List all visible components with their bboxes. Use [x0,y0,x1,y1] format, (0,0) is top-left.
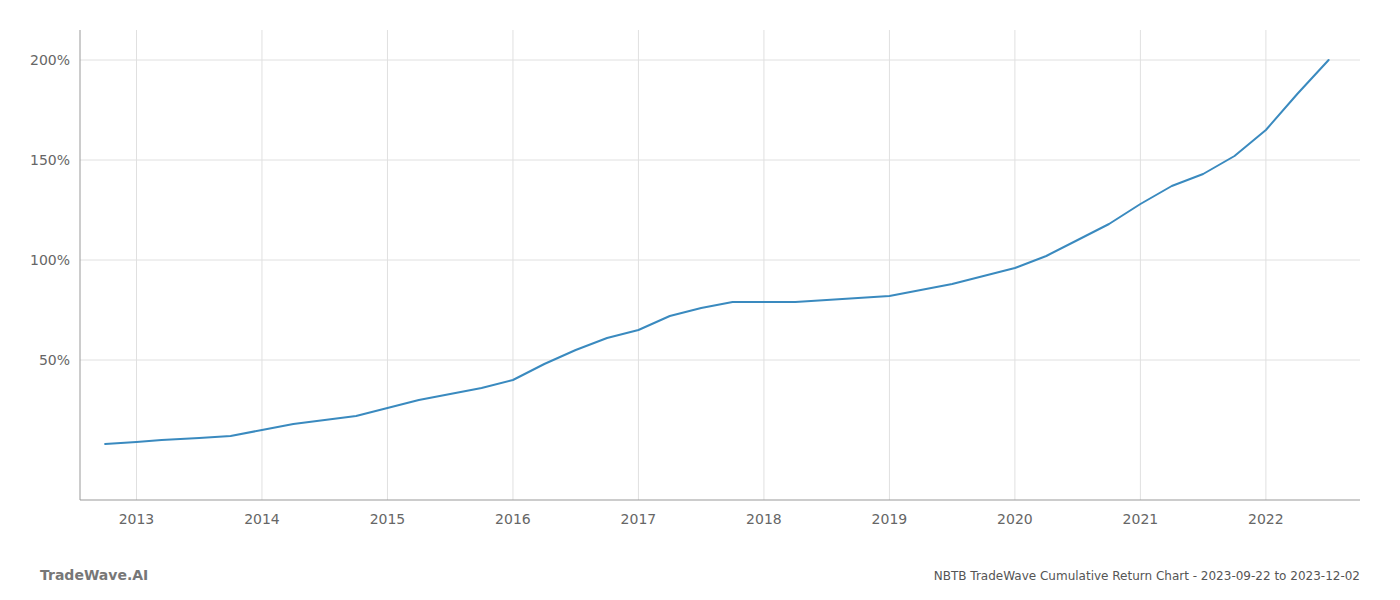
y-tick-label: 100% [30,252,70,268]
y-tick-label: 200% [30,52,70,68]
plot-area [105,60,1329,444]
y-tick-label: 50% [39,352,70,368]
x-tick-label: 2018 [746,511,782,527]
x-tick-label: 2015 [370,511,406,527]
y-grid-line [80,260,1360,261]
x-tick-label: 2014 [244,511,280,527]
x-grid-line [512,30,513,500]
x-grid-line [1014,30,1015,500]
watermark: TradeWave.AI [40,567,148,583]
chart: 2013 2014 2015 2016 2017 2018 2019 2020 2021 2022… [0,0,1400,600]
title: NBTB TradeWave Cumulative Return Chart -… [934,569,1360,583]
tick-labels: 2013 2014 2015 2016 2017 2018 2019 2020 2021 2022… [30,52,1284,527]
x-tick-label: 2013 [119,511,155,527]
y-axis-line [80,30,81,500]
y-grid-line [80,360,1360,361]
grid [80,30,1360,500]
x-grid-line [387,30,388,500]
x-tick-label: 2016 [495,511,531,527]
x-tick-label: 2021 [1123,511,1159,527]
x-axis-line [80,500,1360,501]
line [105,60,1329,444]
x-tick-label: 2019 [872,511,908,527]
x-grid-line [1140,30,1141,500]
y-tick-label: 150% [30,152,70,168]
y-grid-line [80,60,1360,61]
y-grid-line [80,160,1360,161]
x-grid-line [1265,30,1266,500]
x-grid-line [763,30,764,500]
x-grid-line [638,30,639,500]
x-tick-label: 2020 [997,511,1033,527]
x-grid-line [889,30,890,500]
x-tick-label: 2017 [621,511,657,527]
x-grid-line [136,30,137,500]
x-tick-label: 2022 [1248,511,1284,527]
